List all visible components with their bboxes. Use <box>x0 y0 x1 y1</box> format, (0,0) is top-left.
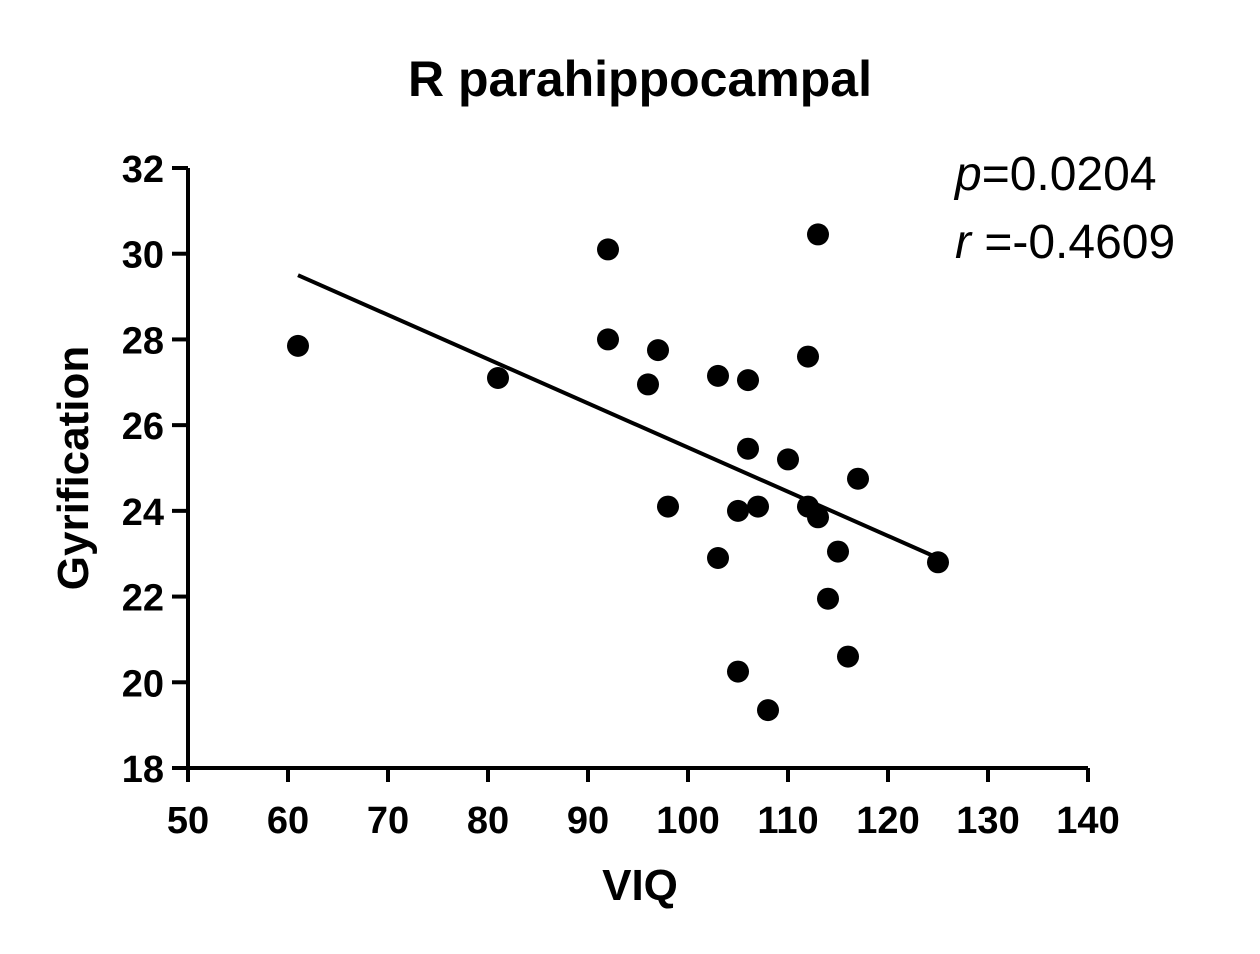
y-tick-label: 22 <box>122 578 164 620</box>
data-point <box>727 499 749 522</box>
data-point <box>287 334 309 357</box>
r-value-annotation: r =-0.4609 <box>955 216 1175 269</box>
x-tick-label: 140 <box>1056 800 1119 842</box>
data-point <box>927 551 949 574</box>
data-point <box>807 223 829 246</box>
chart-title: R parahippocampal <box>408 51 872 107</box>
data-point <box>597 238 619 261</box>
data-point <box>707 547 729 569</box>
r-symbol: r <box>955 216 973 269</box>
data-point <box>777 448 799 471</box>
x-tick-label: 70 <box>367 800 409 842</box>
data-point <box>747 495 769 518</box>
data-point <box>737 437 759 460</box>
r-value: =-0.4609 <box>971 216 1175 269</box>
y-tick-label: 28 <box>122 320 164 362</box>
data-point <box>797 345 819 368</box>
data-point <box>737 369 759 392</box>
x-tick-label: 130 <box>956 800 1019 842</box>
x-tick-label: 80 <box>467 800 509 842</box>
x-axis-label: VIQ <box>602 861 678 910</box>
p-value: =0.0204 <box>982 148 1157 201</box>
y-tick-label: 20 <box>122 663 164 705</box>
regression-line <box>297 273 939 560</box>
data-point <box>757 699 779 722</box>
data-point <box>827 540 849 563</box>
data-point <box>487 367 509 389</box>
p-symbol: p <box>953 148 982 201</box>
y-tick-label: 30 <box>122 235 164 277</box>
data-point <box>597 328 619 351</box>
x-tick-label: 120 <box>856 800 919 842</box>
y-tick-label: 24 <box>122 492 164 534</box>
y-tick-label: 26 <box>122 406 164 448</box>
data-point <box>837 645 859 668</box>
axes <box>186 168 1088 770</box>
ticks: 50 60 70 80 90 100 110 120 130 140 18 20 22 24 26 28 30 3… <box>122 149 1120 842</box>
x-tick-label: 90 <box>567 800 609 842</box>
data-point <box>807 506 829 529</box>
data-point <box>817 587 839 610</box>
p-value-annotation: p=0.0204 <box>953 148 1157 201</box>
y-tick-label: 32 <box>122 149 164 191</box>
x-tick-label: 100 <box>656 800 719 842</box>
y-axis-label: Gyrification <box>49 346 98 591</box>
data-point <box>637 373 659 396</box>
x-tick-label: 50 <box>167 800 209 842</box>
data-point <box>657 495 679 518</box>
x-tick-label: 110 <box>757 800 818 842</box>
x-tick-label: 60 <box>267 800 309 842</box>
y-tick-label: 18 <box>122 749 164 791</box>
data-point <box>727 660 749 683</box>
data-point <box>707 364 729 387</box>
data-point <box>847 467 869 490</box>
data-point <box>647 339 669 362</box>
regression-line-group <box>297 273 939 560</box>
data-points <box>287 223 949 722</box>
